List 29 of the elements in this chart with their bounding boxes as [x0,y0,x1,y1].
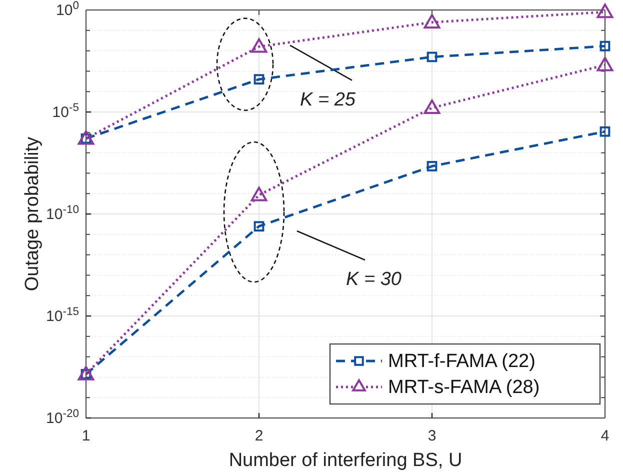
y-tick-label: 10$^{-5}$ [52,102,79,121]
legend-label: MRT-f-FAMA (22) [388,351,536,372]
x-tick-label: 3 [428,428,436,445]
x-tick-label: 2 [254,428,264,445]
point [250,186,268,202]
point [78,366,94,380]
point [254,221,264,232]
point [426,52,438,62]
annotation: K = 30 [346,269,402,290]
point [78,130,94,145]
y-tick-label: 10$^{-15}$ [46,306,79,325]
x-tick-label: 4 [600,428,610,445]
point [254,74,264,84]
point [600,126,610,137]
x-axis-title: Number of interfering BS, U [228,450,462,471]
point [424,14,440,28]
point [596,4,614,18]
point [600,40,610,52]
point [424,100,440,114]
legend-label: MRT-s-FAMA (28) [388,377,540,398]
y-tick-label: 10$^{-10}$ [46,204,79,223]
x-tick-label: 1 [82,428,90,445]
point [426,161,438,172]
y-axis-title: Outage probability [22,136,43,292]
y-tick-label: 10$^{-20}$ [46,408,79,427]
annotation: K = 25 [300,89,356,110]
point [596,56,614,72]
y-tick-label: 10$^{0}$ [56,0,79,19]
point [250,38,268,53]
